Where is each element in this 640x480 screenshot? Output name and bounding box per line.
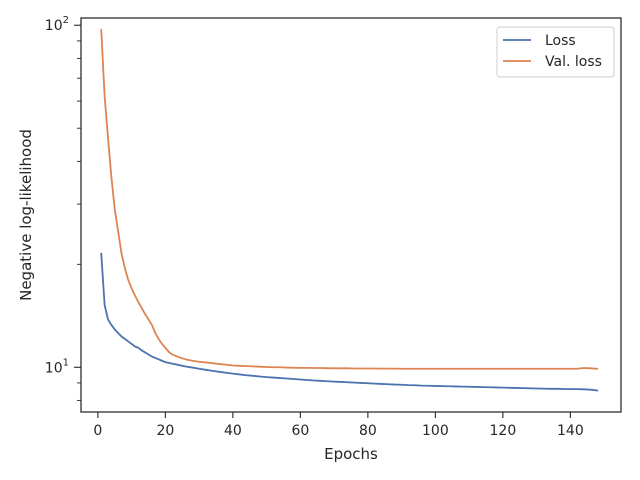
y-tick-label-exponent: 2 xyxy=(63,15,69,26)
x-tick-label: 20 xyxy=(156,423,174,439)
y-tick-label: 102 xyxy=(45,15,69,34)
x-tick-label: 60 xyxy=(291,423,309,439)
x-tick-label: 0 xyxy=(93,423,102,439)
x-tick-label: 80 xyxy=(359,423,377,439)
plot-lines xyxy=(100,28,599,392)
x-tick-label: 140 xyxy=(557,423,584,439)
x-tick-label: 100 xyxy=(422,423,449,439)
series-line-val-loss xyxy=(100,28,599,370)
y-tick-label: 101 xyxy=(45,357,69,376)
axes-frame xyxy=(80,17,622,413)
x-tick-label: 40 xyxy=(224,423,242,439)
y-tick-label-base: 10 xyxy=(45,360,63,376)
x-axis-label: Epochs xyxy=(324,445,378,463)
y-tick-label-base: 10 xyxy=(45,18,63,34)
legend: Loss Val. loss xyxy=(496,26,615,78)
y-tick-label-exponent: 1 xyxy=(63,357,69,368)
series-line-loss xyxy=(100,252,599,392)
legend-label-val-loss: Val. loss xyxy=(545,54,602,70)
x-tick-label: 120 xyxy=(490,423,517,439)
y-axis-label: Negative log-likelihood xyxy=(17,129,35,301)
legend-label-loss: Loss xyxy=(545,33,576,49)
x-axis: 0 20 40 60 80 100 120 140 xyxy=(93,412,584,439)
